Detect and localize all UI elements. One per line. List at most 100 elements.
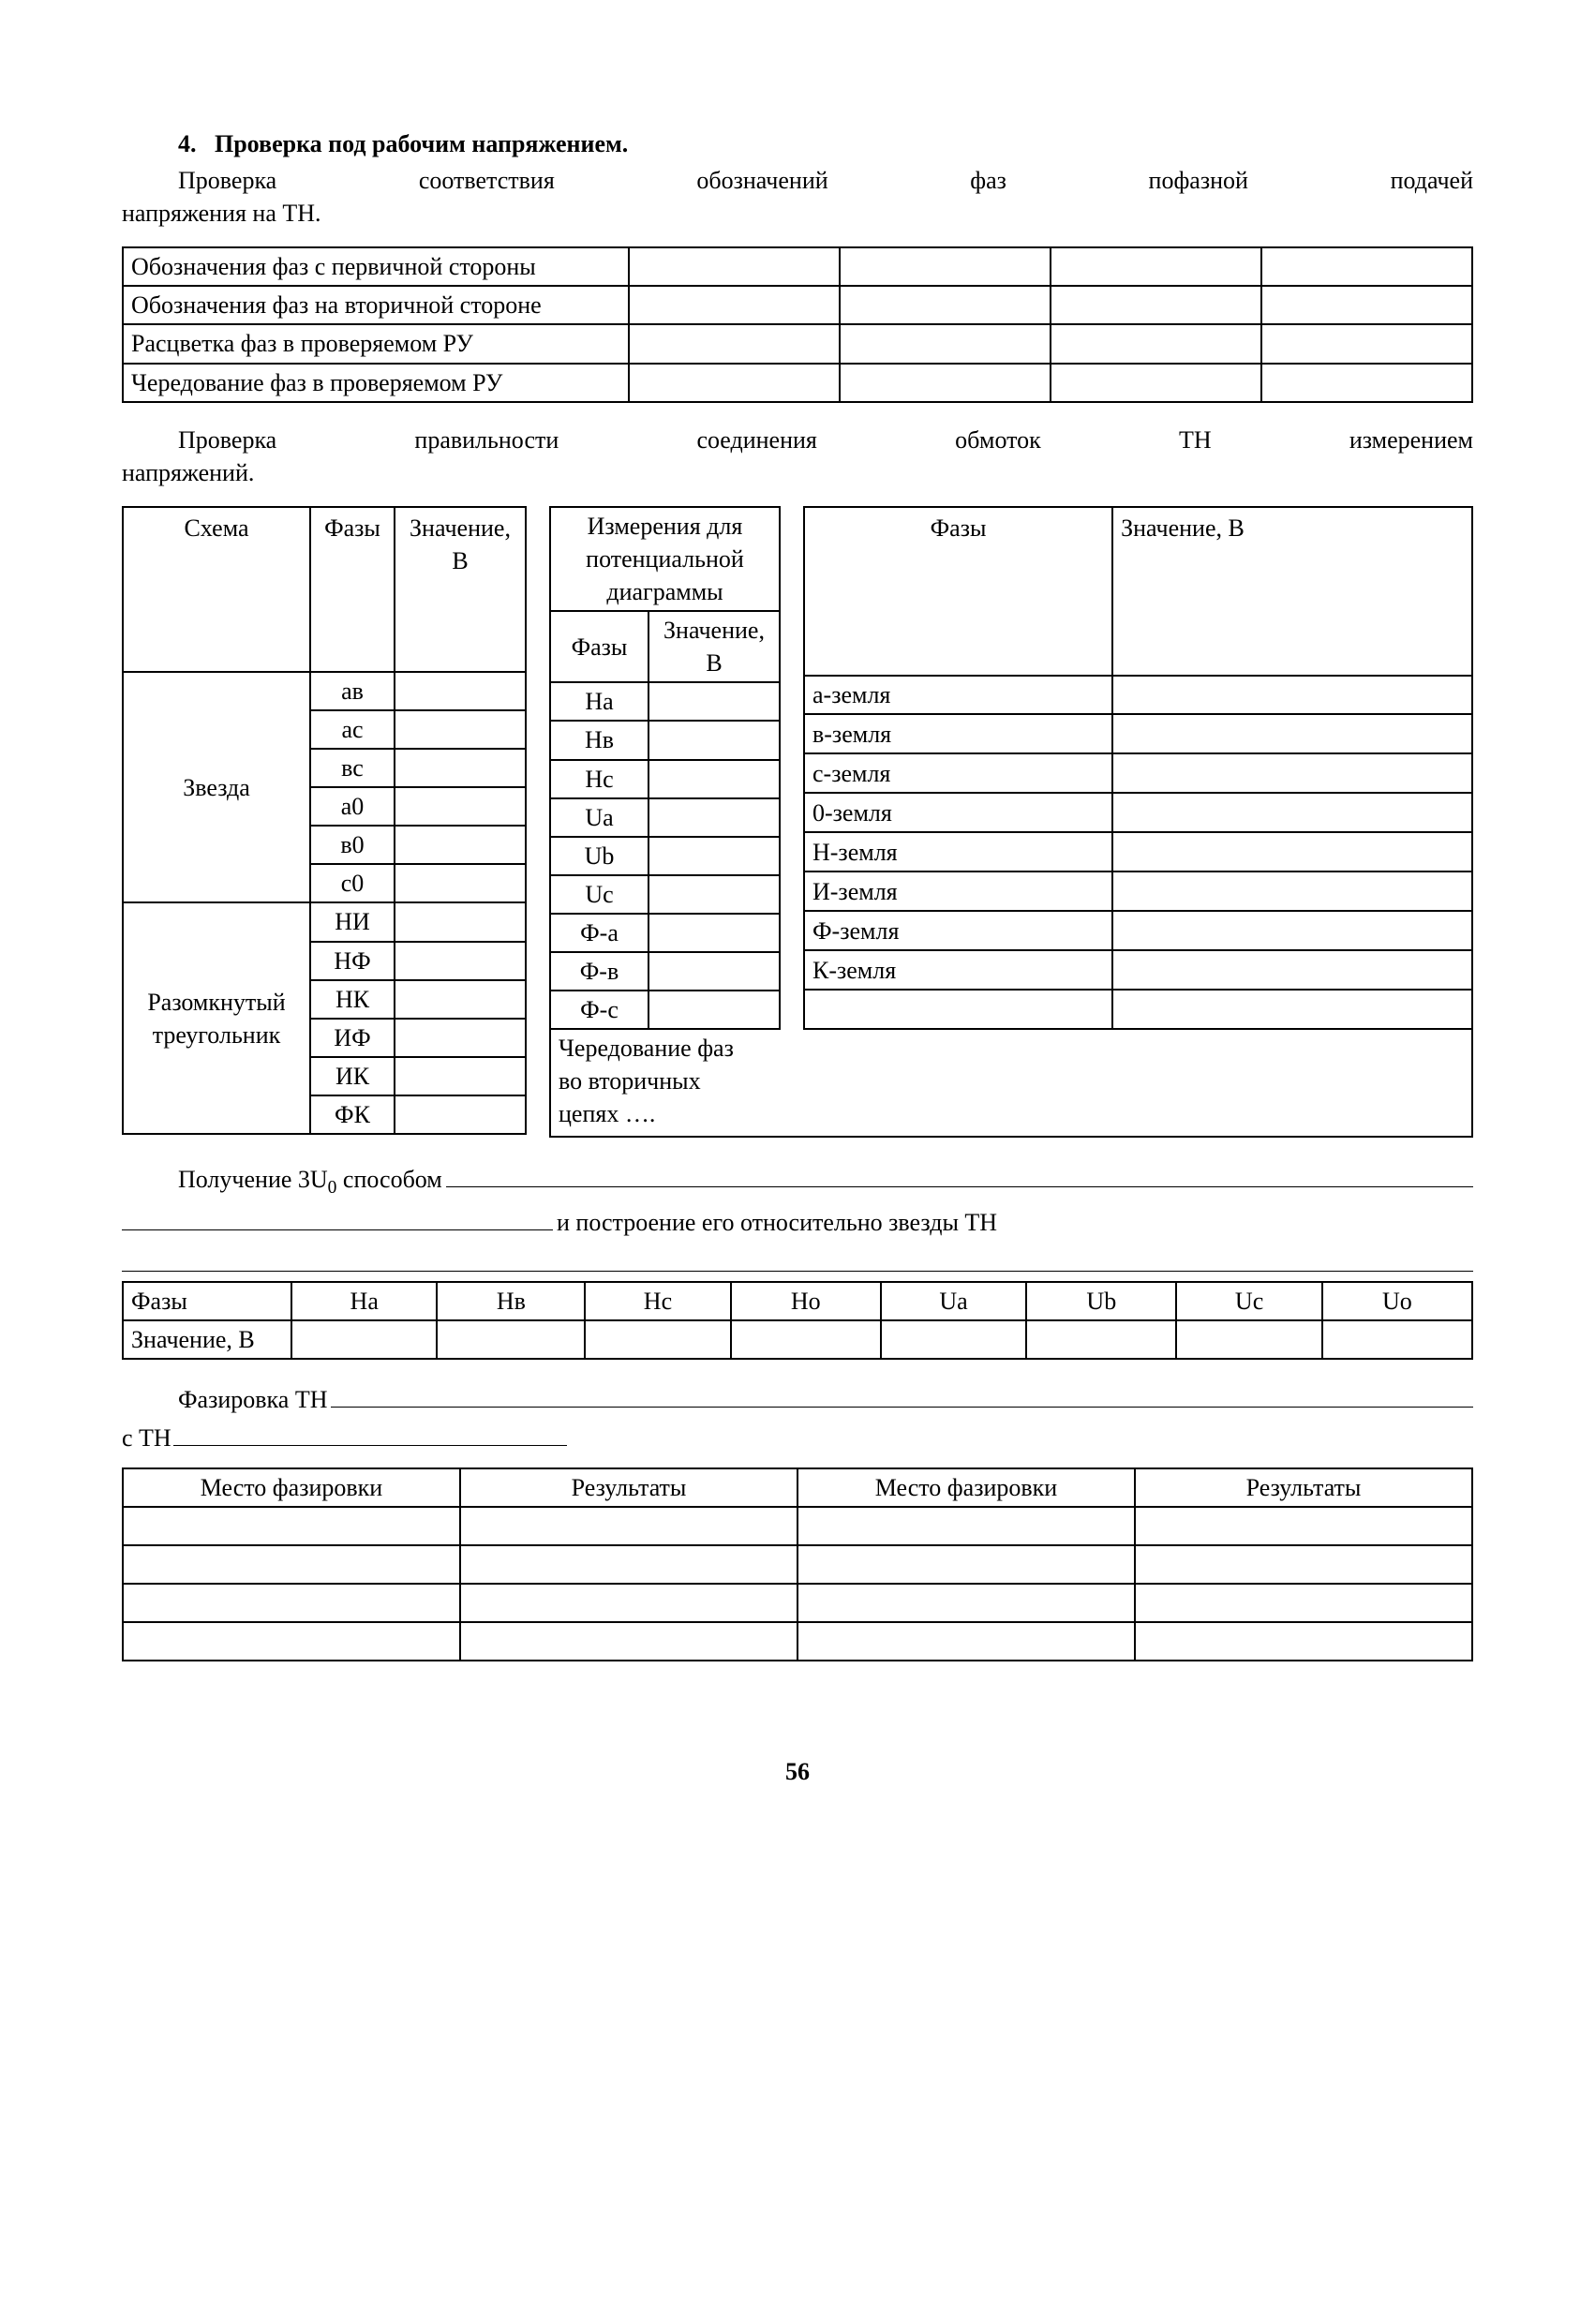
phase-cell: с0 — [310, 864, 395, 902]
value-cell — [395, 864, 526, 902]
value-cell — [1112, 872, 1472, 911]
phase-cell: Uс — [550, 875, 648, 914]
phase-cell: в0 — [310, 826, 395, 864]
table-cell — [1135, 1584, 1472, 1622]
phase-header-cell: Нс — [585, 1282, 730, 1320]
t4-r1-label: Фазы — [123, 1282, 291, 1320]
table-cell — [629, 247, 840, 286]
value-cell — [395, 902, 526, 941]
phase-cell: НФ — [310, 942, 395, 980]
table-row-label: Обозначения фаз на вторичной стороне — [123, 286, 629, 324]
section-heading: 4. Проверка под рабочим напряжением. — [122, 127, 1473, 160]
phase-cell: К-земля — [804, 950, 1112, 990]
tm-head-val: Значение, В — [648, 611, 780, 682]
table-cell — [1261, 286, 1472, 324]
table-cell — [840, 286, 1051, 324]
table-cell — [798, 1584, 1135, 1622]
t4-r2-label: Значение, В — [123, 1320, 291, 1359]
phase-cell: И-земля — [804, 872, 1112, 911]
phase-cell: 0-земля — [804, 793, 1112, 832]
value-cell — [1026, 1320, 1176, 1359]
blank-fill — [331, 1382, 1473, 1408]
phase-cell: На — [550, 682, 648, 721]
table-cell — [123, 1507, 460, 1545]
value-cell — [1112, 753, 1472, 793]
phase-header-cell: Нв — [437, 1282, 585, 1320]
value-cell — [648, 952, 780, 991]
blank-fill — [173, 1421, 567, 1446]
value-cell — [648, 798, 780, 837]
table-cell — [629, 364, 840, 402]
phase-cell: Ф-земля — [804, 911, 1112, 950]
table-cell — [123, 1622, 460, 1661]
table-cell — [840, 247, 1051, 286]
phase-cell: Нв — [550, 721, 648, 759]
phase-cell: а0 — [310, 787, 395, 826]
3u0-suffix: способом — [336, 1166, 441, 1193]
phase-header-cell: На — [291, 1282, 437, 1320]
phase-cell: Ф-в — [550, 952, 648, 991]
phase-header-cell: Uо — [1322, 1282, 1472, 1320]
value-cell — [395, 749, 526, 787]
table-cell — [1051, 286, 1261, 324]
value-cell — [648, 991, 780, 1029]
tm-head-l2: потенциальной — [586, 545, 744, 573]
phase-header-cell: Ub — [1026, 1282, 1176, 1320]
value-cell — [395, 787, 526, 826]
value-cell — [1112, 950, 1472, 990]
phases-values-table: ФазыНаНвНсНоUаUbUсUо Значение, В — [122, 1281, 1473, 1360]
value-cell — [648, 682, 780, 721]
tr-head-val: Значение, В — [1112, 507, 1472, 676]
blank-fill — [446, 1162, 1473, 1187]
value-cell — [1112, 676, 1472, 715]
value-cell — [1176, 1320, 1321, 1359]
blank-fill — [122, 1205, 553, 1230]
section-number: 4. — [178, 130, 197, 157]
table-cell — [1051, 247, 1261, 286]
tr-head-ph: Фазы — [804, 507, 1112, 676]
phase-cell: вс — [310, 749, 395, 787]
table-cell — [1261, 324, 1472, 363]
phase-rot-l3: цепях …. — [559, 1100, 655, 1127]
th-value: Значение, В — [395, 507, 526, 672]
th-phases: Фазы — [310, 507, 395, 672]
page-number: 56 — [122, 1755, 1473, 1788]
value-cell — [1112, 832, 1472, 872]
value-cell — [395, 1095, 526, 1134]
table-row-label: Чередование фаз в проверяемом РУ — [123, 364, 629, 402]
table-cell — [123, 1545, 460, 1584]
tm-head-l1: Измерения для — [588, 513, 743, 540]
3u0-prefix: Получение 3U — [178, 1166, 328, 1193]
phase-cell: ФК — [310, 1095, 395, 1134]
table-cell — [1261, 247, 1472, 286]
phase-cell: НК — [310, 980, 395, 1019]
phase-rot-l2: во вторичных — [559, 1067, 701, 1095]
value-cell — [1322, 1320, 1472, 1359]
postroenie-text: и построение его относительно звезды ТН — [557, 1206, 997, 1239]
3u0-sub: 0 — [328, 1179, 337, 1199]
t5-h2: Результаты — [460, 1468, 798, 1507]
section-title: Проверка под рабочим напряжением. — [215, 130, 628, 157]
value-cell — [1112, 793, 1472, 832]
table-cell — [1135, 1545, 1472, 1584]
value-cell — [395, 942, 526, 980]
value-cell — [395, 672, 526, 710]
value-cell — [437, 1320, 585, 1359]
t5-h3: Место фазировки — [798, 1468, 1135, 1507]
phase-cell: НИ — [310, 902, 395, 941]
schema-table: Схема Фазы Значение, В Звездаав ас вс а0… — [122, 506, 527, 1135]
phase-cell: ИФ — [310, 1019, 395, 1057]
phase-cell: в-земля — [804, 714, 1112, 753]
phase-rotation-note: Чередование фаз во вторичных цепях …. — [549, 1030, 1473, 1138]
table-cell — [1135, 1622, 1472, 1661]
table-row-label: Обозначения фаз с первичной стороны — [123, 247, 629, 286]
ground-table: Фазы Значение, В а-земля в-земля с-земля… — [803, 506, 1473, 1030]
value-cell — [881, 1320, 1026, 1359]
table-cell — [629, 324, 840, 363]
table-cell — [460, 1584, 798, 1622]
phase-cell: ав — [310, 672, 395, 710]
table-cell — [1051, 364, 1261, 402]
value-cell — [648, 760, 780, 798]
phase-header-cell: Uс — [1176, 1282, 1321, 1320]
value-cell — [395, 710, 526, 749]
